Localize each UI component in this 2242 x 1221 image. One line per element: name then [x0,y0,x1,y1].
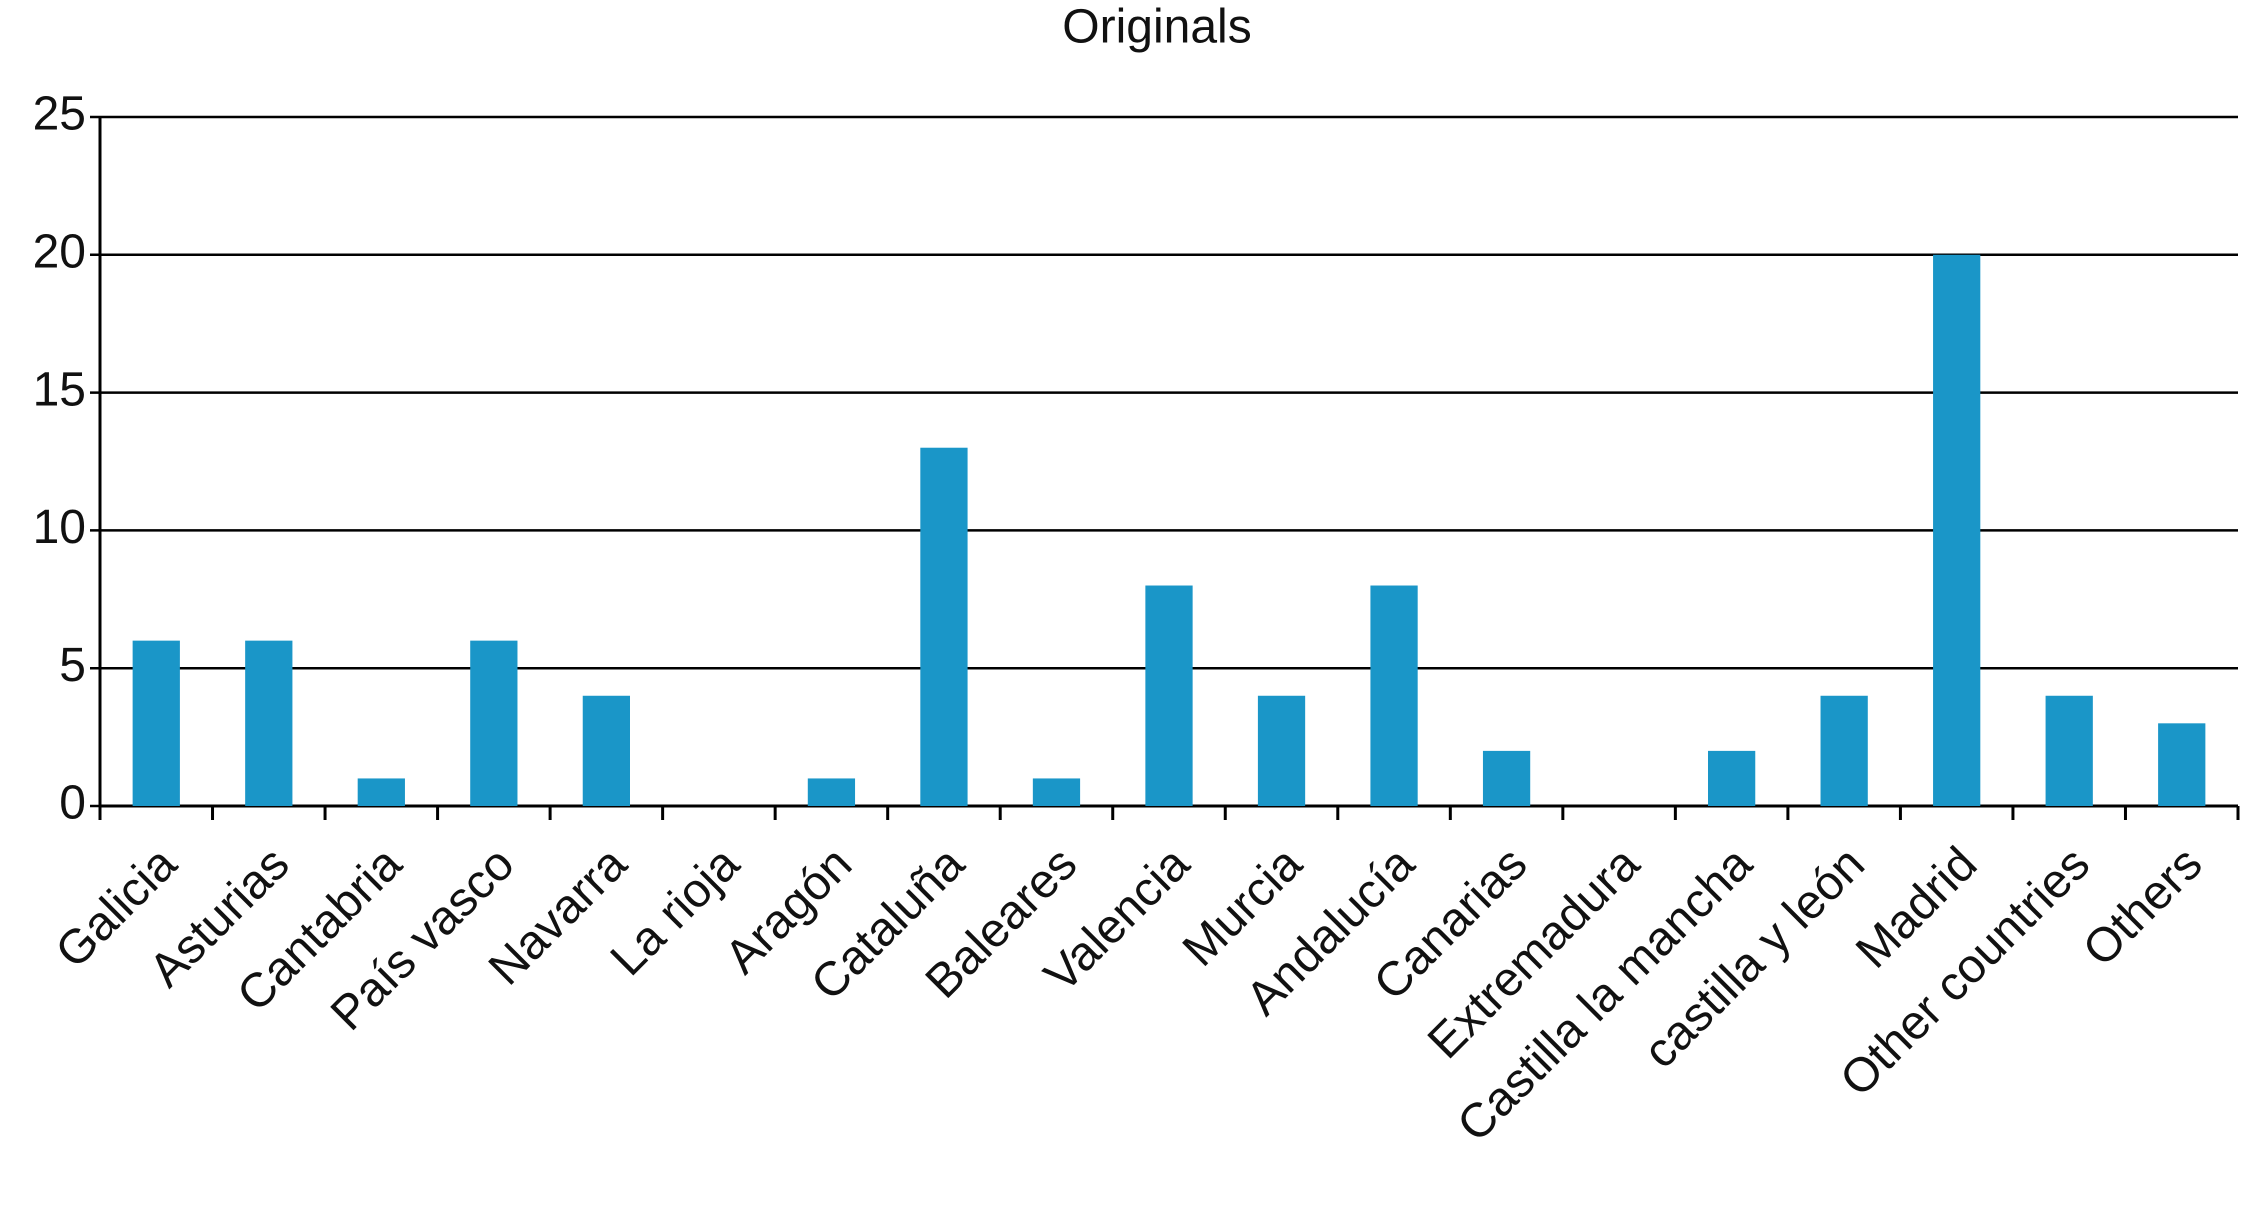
x-tick-label: Others [2073,837,2212,976]
bar [807,778,856,806]
bar [2158,723,2206,806]
bar [920,447,968,806]
bar [1482,750,1531,806]
y-tick-label: 25 [33,88,86,141]
y-tick-label: 0 [59,777,86,830]
y-tick-label: 15 [33,363,86,416]
bar [1257,695,1306,806]
bar [132,640,180,806]
bar [1933,254,1981,807]
bar [1820,695,1868,806]
bar [1370,585,1418,806]
bar [1032,778,1081,806]
y-tick-label: 20 [33,225,86,278]
bar [1145,585,1193,806]
bar [245,640,293,806]
bar [582,695,630,806]
bar [357,778,405,806]
bar [1708,750,1756,806]
chart-title: Originals [1062,1,1251,54]
bar [2045,695,2093,806]
bar [470,640,518,806]
y-tick-label: 5 [59,639,86,692]
y-tick-label: 10 [33,501,86,554]
x-tick-label: La rioja [601,837,750,986]
